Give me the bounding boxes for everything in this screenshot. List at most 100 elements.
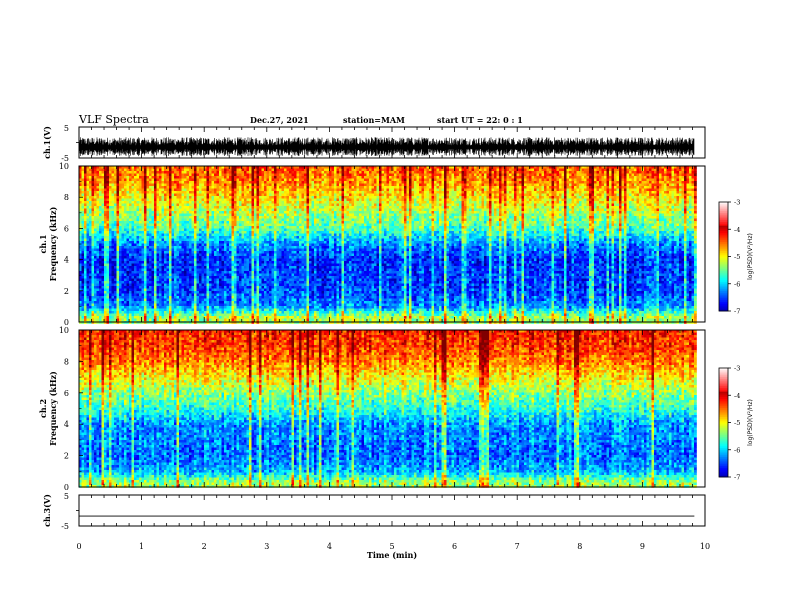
ch1-spectrogram-cell <box>301 193 305 197</box>
ch1-spectrogram-cell <box>226 168 230 172</box>
ch1-spectrogram-cell <box>656 181 660 184</box>
ch1-spectrogram-cell <box>566 193 570 197</box>
ch1-spectrogram-cell <box>259 173 262 177</box>
ch1-spectrogram-cell <box>291 186 295 189</box>
ch1-spectrogram-cell <box>524 196 527 199</box>
ch1-spectrogram-cell <box>81 208 85 212</box>
ch1-spectrogram-cell <box>394 183 397 187</box>
ch1-spectrogram-cell <box>299 186 302 189</box>
ch1-spectrogram-cell <box>426 181 430 184</box>
ch1-spectrogram-cell <box>454 183 457 187</box>
ch1-spectrogram-cell <box>179 196 182 199</box>
ch1-spectrogram-cell <box>444 166 447 169</box>
ch1-spectrogram-cell <box>241 166 245 169</box>
ch1-spectrogram-cell <box>156 213 160 217</box>
ch1-spectrogram-cell <box>151 176 155 179</box>
ch1-spectrogram-cell <box>211 198 215 202</box>
ch1-spectrogram-cell <box>684 176 687 179</box>
ch1-spectrogram-cell <box>96 208 100 212</box>
ch1-spectrogram-cell <box>689 193 692 197</box>
ch1-spectrogram-cell <box>386 166 390 169</box>
ch1-spectrogram-cell <box>569 201 572 204</box>
ch1-spectrogram-cell <box>626 176 630 179</box>
ch1-spectrogram-cell <box>239 171 242 174</box>
ch1-spectrogram-cell <box>86 198 90 202</box>
ch1-spectrogram-cell <box>194 201 197 204</box>
ch1-spectrogram-cell <box>244 183 247 187</box>
ch1-spectrogram-cell <box>321 188 325 192</box>
ch1-spectrogram-cell <box>449 186 452 189</box>
ch1-spectrogram-cell <box>611 171 615 174</box>
ch1-spectrogram-cell <box>334 188 337 192</box>
ch1-spectrogram-cell <box>566 191 570 194</box>
ch1-spectrogram-cell <box>641 193 645 197</box>
ch1-spectrogram-cell <box>211 176 215 179</box>
ch1-spectrogram-cell <box>141 166 145 169</box>
ch1-spectrogram-cell <box>319 178 322 182</box>
ch1-spectrogram-cell <box>396 211 400 214</box>
ch1-spectrogram-cell <box>441 196 445 199</box>
ch1-spectrogram-cell <box>556 171 560 174</box>
ch1-spectrogram-cell <box>694 166 697 169</box>
ch1-spectrogram-cell <box>256 201 260 204</box>
ch1-spectrogram-cell <box>674 171 677 174</box>
ch1-spectrogram-cell <box>306 186 310 189</box>
ch1-spectrogram-cell <box>246 203 250 207</box>
ch1-spectrogram-cell <box>529 176 532 179</box>
ch1-spectrogram-cell <box>424 173 427 177</box>
ch1-spectrogram-cell <box>94 198 97 202</box>
ch1-spectrogram-cell <box>651 201 655 204</box>
ch1-spectrogram-cell <box>514 176 517 179</box>
ch1-spectrogram-cell <box>634 181 637 184</box>
ch1-spectrogram-cell <box>486 181 490 184</box>
ch1-spectrogram-cell <box>504 193 507 197</box>
ch1-spectrogram-cell <box>689 201 692 204</box>
ch1-spectrogram-cell <box>651 208 655 212</box>
ch1-spectrogram-cell <box>289 206 292 209</box>
ch1-spectrogram-cell <box>424 176 427 179</box>
ch1-spectrogram-cell <box>346 203 350 207</box>
ch1-spectrogram-cell <box>499 168 502 172</box>
ch1-spectrogram-cell <box>649 203 652 207</box>
ch1-spectrogram-cell <box>449 196 452 199</box>
ch1-spectrogram-cell <box>594 171 597 174</box>
ch1-spectrogram-cell <box>106 211 110 214</box>
ch1-spectrogram-cell <box>184 213 187 217</box>
ch1-spectrogram-cell <box>326 183 330 187</box>
ch1-spectrogram-cell <box>571 198 575 202</box>
ch1-spectrogram-cell <box>586 176 590 179</box>
ch1-spectrogram-cell <box>629 193 632 197</box>
ch1-spectrogram-cell <box>89 171 92 174</box>
ch1-spectrogram-cell <box>134 196 137 199</box>
ch1-spectrogram-cell <box>506 211 510 214</box>
ch1-spectrogram-cell <box>341 193 345 197</box>
ch1-spectrogram-cell <box>284 178 287 182</box>
ch1-spectrogram-cell <box>381 173 385 177</box>
ch1-spectrogram-cell <box>266 198 270 202</box>
ch1-spectrogram-cell <box>306 206 310 209</box>
ch1-spectrogram-cell <box>176 201 180 204</box>
ch1-spectrogram-cell <box>464 186 467 189</box>
ch1-spectrogram-cell <box>586 208 590 212</box>
ch1-spectrogram-cell <box>666 166 670 169</box>
ch1-spectrogram-cell <box>234 208 237 212</box>
ch1-spectrogram-cell <box>176 186 180 189</box>
ch1-spectrogram-cell <box>289 181 292 184</box>
ch1-spectrogram-cell <box>664 203 667 207</box>
ch1-spectrogram-cell <box>579 181 582 184</box>
ch1-spectrogram-cell <box>84 211 87 214</box>
ch1-spectrogram-cell <box>91 186 95 189</box>
ch1-spectrogram-cell <box>129 176 132 179</box>
ch1-spectrogram-cell <box>379 166 382 169</box>
ch1-spectrogram-cell <box>581 208 585 212</box>
ch1-spectrogram-cell <box>444 198 447 202</box>
ch1-spectrogram-cell <box>404 191 407 194</box>
ch1-spectrogram-cell <box>259 203 262 207</box>
ch1-spectrogram-cell <box>471 168 475 172</box>
ch1-spectrogram-cell <box>264 203 267 207</box>
ch1-spectrogram-cell <box>276 213 280 217</box>
ch1-spectrogram-cell <box>194 203 197 207</box>
ch1-spectrogram-cell <box>211 206 215 209</box>
ch1-spectrogram-cell <box>129 193 132 197</box>
ch1-spectrogram-cell <box>306 168 310 172</box>
